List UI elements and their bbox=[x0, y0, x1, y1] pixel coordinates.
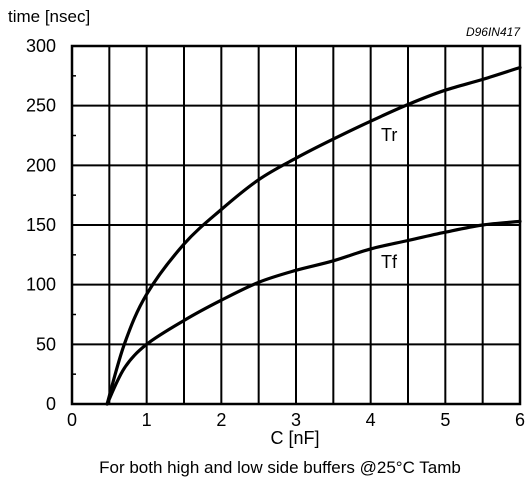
x-tick-label: 5 bbox=[440, 410, 450, 430]
y-tick-label: 250 bbox=[26, 96, 56, 116]
x-tick-label: 2 bbox=[216, 410, 226, 430]
series-lines bbox=[105, 65, 522, 406]
x-tick-label: 0 bbox=[67, 410, 77, 430]
x-axis-label: C [nF] bbox=[270, 428, 319, 448]
x-tick-label: 6 bbox=[515, 410, 525, 430]
plot-frame bbox=[70, 44, 522, 406]
y-tick-label: 100 bbox=[26, 275, 56, 295]
y-tick-label: 0 bbox=[46, 394, 56, 414]
y-tick-label: 50 bbox=[36, 334, 56, 354]
y-tick-labels: 0 50 100 150 200 250 300 bbox=[26, 36, 56, 414]
y-tick-label: 150 bbox=[26, 215, 56, 235]
x-tick-label: 1 bbox=[142, 410, 152, 430]
series-label-tf: Tf bbox=[381, 252, 398, 272]
series-line-tf bbox=[105, 219, 522, 406]
x-tick-labels: 0 1 2 3 4 5 6 bbox=[67, 410, 525, 430]
plot-frame-group bbox=[70, 44, 522, 406]
y-tick-label: 300 bbox=[26, 36, 56, 56]
y-axis-label: time [nsec] bbox=[8, 7, 90, 26]
x-tick-label: 3 bbox=[291, 410, 301, 430]
diagram-code: D96IN417 bbox=[466, 25, 521, 39]
chart-caption: For both high and low side buffers @25°C… bbox=[99, 458, 461, 477]
series-label-tr: Tr bbox=[381, 125, 397, 145]
series-line-tr bbox=[105, 65, 522, 406]
x-tick-label: 4 bbox=[366, 410, 376, 430]
y-tick-label: 200 bbox=[26, 155, 56, 175]
